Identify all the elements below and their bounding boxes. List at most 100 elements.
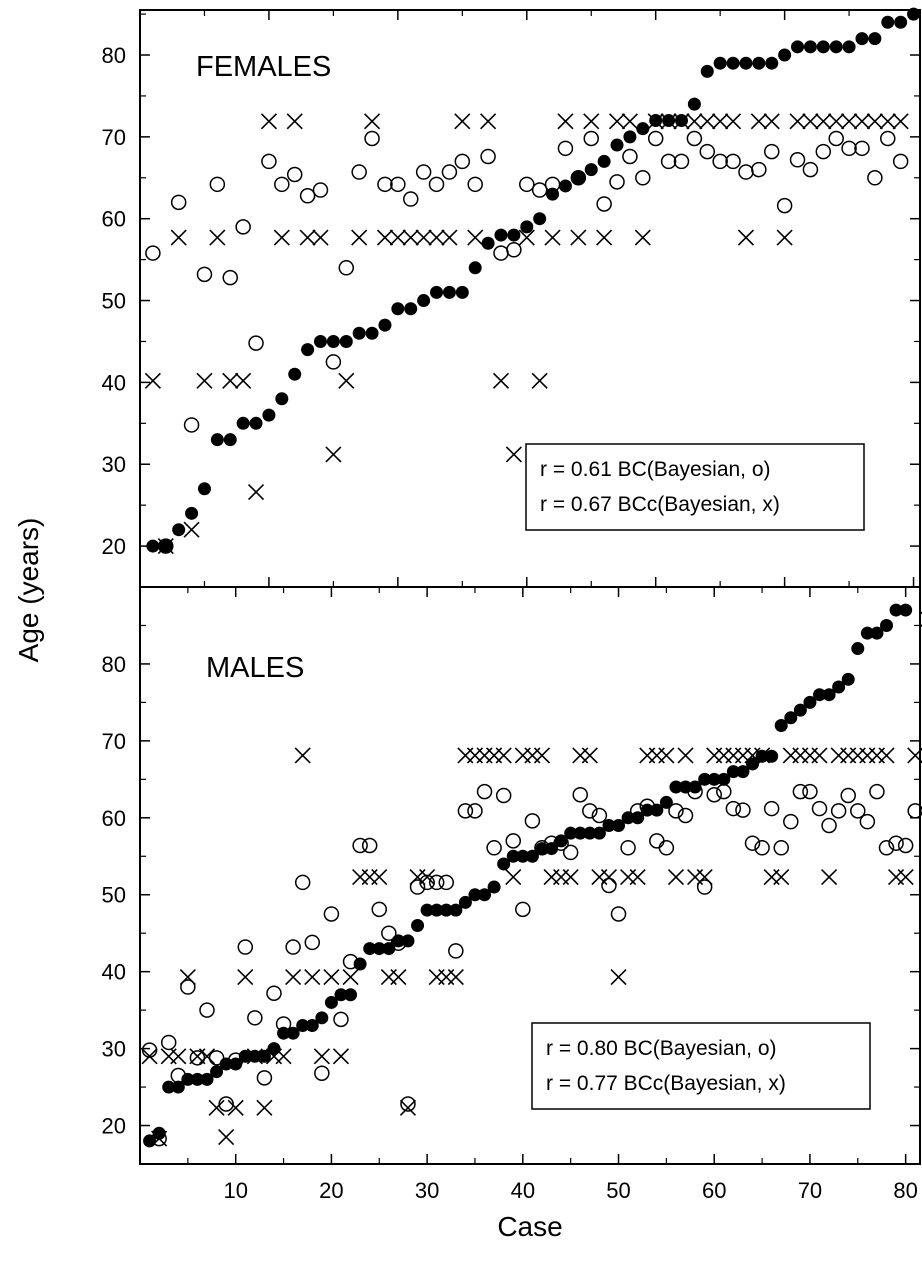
males-cross-point <box>667 868 685 886</box>
males-filled-circle-point <box>324 995 338 1009</box>
males-filled-circle-point <box>487 880 501 894</box>
males-cross-point <box>141 1048 158 1065</box>
males-cross-point <box>227 1099 244 1116</box>
females-cross-point <box>634 229 651 246</box>
females-cross-point <box>338 372 355 389</box>
males-filled-circle-point <box>573 826 587 840</box>
females-y-tick-label: 80 <box>102 43 126 68</box>
males-filled-circle-point <box>860 626 874 640</box>
females-filled-circle-point <box>726 56 740 70</box>
females-cross-point <box>776 229 793 246</box>
males-cross-point <box>390 968 407 986</box>
females-cross-point <box>647 113 664 130</box>
females-cross-point <box>737 229 755 246</box>
males-open-circle-point <box>620 840 636 856</box>
males-filled-circle-point <box>372 942 386 956</box>
males-y-tick-label: 70 <box>102 729 126 754</box>
males-filled-circle-point <box>564 826 578 840</box>
females-open-circle-point <box>454 153 471 170</box>
males-cross-point <box>897 868 914 886</box>
females-cross-point <box>673 113 690 130</box>
females-open-circle-point <box>854 140 870 157</box>
females-open-circle-point <box>519 176 535 193</box>
males-open-circle-point <box>639 798 655 815</box>
females-open-circle-point <box>763 143 780 160</box>
females-open-circle-point <box>441 164 458 180</box>
females-open-circle-point <box>712 153 728 170</box>
females-filled-circle-point <box>288 367 302 381</box>
females-open-circle-point <box>209 176 226 193</box>
males-cross-point <box>629 868 646 886</box>
males-cross-point <box>907 747 922 764</box>
males-filled-circle-point <box>190 1072 204 1086</box>
females-open-circle-point <box>170 194 187 211</box>
females-cross-point <box>441 229 458 246</box>
females-cross-point <box>247 483 265 501</box>
males-filled-circle-point <box>774 718 788 732</box>
males-cross-point <box>179 968 196 986</box>
females-open-circle-point <box>286 166 303 183</box>
males-filled-circle-point <box>334 988 348 1002</box>
males-cross-point <box>447 968 464 986</box>
females-open-circle-point <box>364 130 380 147</box>
females-legend-box <box>525 443 865 531</box>
males-filled-circle-point <box>803 695 817 709</box>
males-open-circle-point <box>821 817 837 834</box>
females-cross-point <box>802 113 819 130</box>
males-open-circle-point <box>553 835 569 851</box>
males-open-circle-point <box>361 837 378 854</box>
males-open-circle-point <box>180 979 196 995</box>
males-open-circle-point <box>524 813 541 829</box>
females-filled-circle-point <box>210 433 224 447</box>
females-filled-circle-point <box>197 482 211 496</box>
males-filled-circle-point <box>210 1065 224 1079</box>
females-cross-point <box>299 229 316 246</box>
females-filled-circle-point <box>842 40 856 54</box>
males-legend-line-2: r = 0.77 BCc(Bayesian, x) <box>546 1072 786 1095</box>
males-open-circle-point <box>773 840 789 856</box>
males-open-circle-point <box>476 783 493 800</box>
females-open-circle-point <box>699 143 716 160</box>
females-filled-circle-point <box>172 523 186 537</box>
females-open-circle-point <box>183 417 200 433</box>
males-filled-circle-point <box>449 903 463 917</box>
females-filled-circle-point <box>752 56 766 70</box>
males-cross-point <box>399 1099 417 1116</box>
males-cross-point <box>677 747 694 764</box>
males-filled-circle-point <box>851 642 865 656</box>
males-open-circle-point <box>218 1096 234 1112</box>
males-filled-circle-point <box>592 826 606 840</box>
males-open-circle-point <box>907 803 922 819</box>
males-open-circle-point <box>869 783 885 800</box>
females-open-circle-point <box>235 219 251 235</box>
males-open-circle-point <box>859 813 876 830</box>
females-open-circle-point <box>776 197 793 214</box>
males-open-circle-point <box>457 803 474 819</box>
females-filled-circle-point <box>881 15 895 29</box>
males-open-circle-point <box>323 906 340 922</box>
females-cross-point <box>763 113 780 130</box>
females-open-circle-point <box>261 153 277 170</box>
females-open-circle-point <box>789 152 806 168</box>
males-open-circle-point <box>314 1065 330 1081</box>
males-filled-circle-point <box>229 1057 243 1071</box>
males-filled-circle-point <box>726 765 740 779</box>
females-filled-circle-point <box>352 326 366 340</box>
males-cross-point <box>419 868 436 886</box>
males-open-circle-point <box>275 1016 292 1032</box>
females-open-circle-point <box>158 538 174 554</box>
females-open-circle-point <box>325 354 342 370</box>
females-cross-point <box>570 229 587 246</box>
males-cross-point <box>610 968 627 986</box>
males-cross-point <box>304 968 321 986</box>
males-open-circle-point <box>419 874 435 891</box>
males-filled-circle-point <box>506 849 520 863</box>
males-filled-circle-point <box>286 1026 300 1040</box>
females-cross-point <box>196 372 213 389</box>
males-correlation-legend: r = 0.80 BC(Bayesian, o) r = 0.77 BCc(Ba… <box>531 1022 871 1110</box>
females-cross-point <box>273 229 290 246</box>
females-cross-point <box>544 229 561 246</box>
males-filled-circle-point <box>525 849 539 863</box>
males-open-circle-point <box>802 783 818 800</box>
